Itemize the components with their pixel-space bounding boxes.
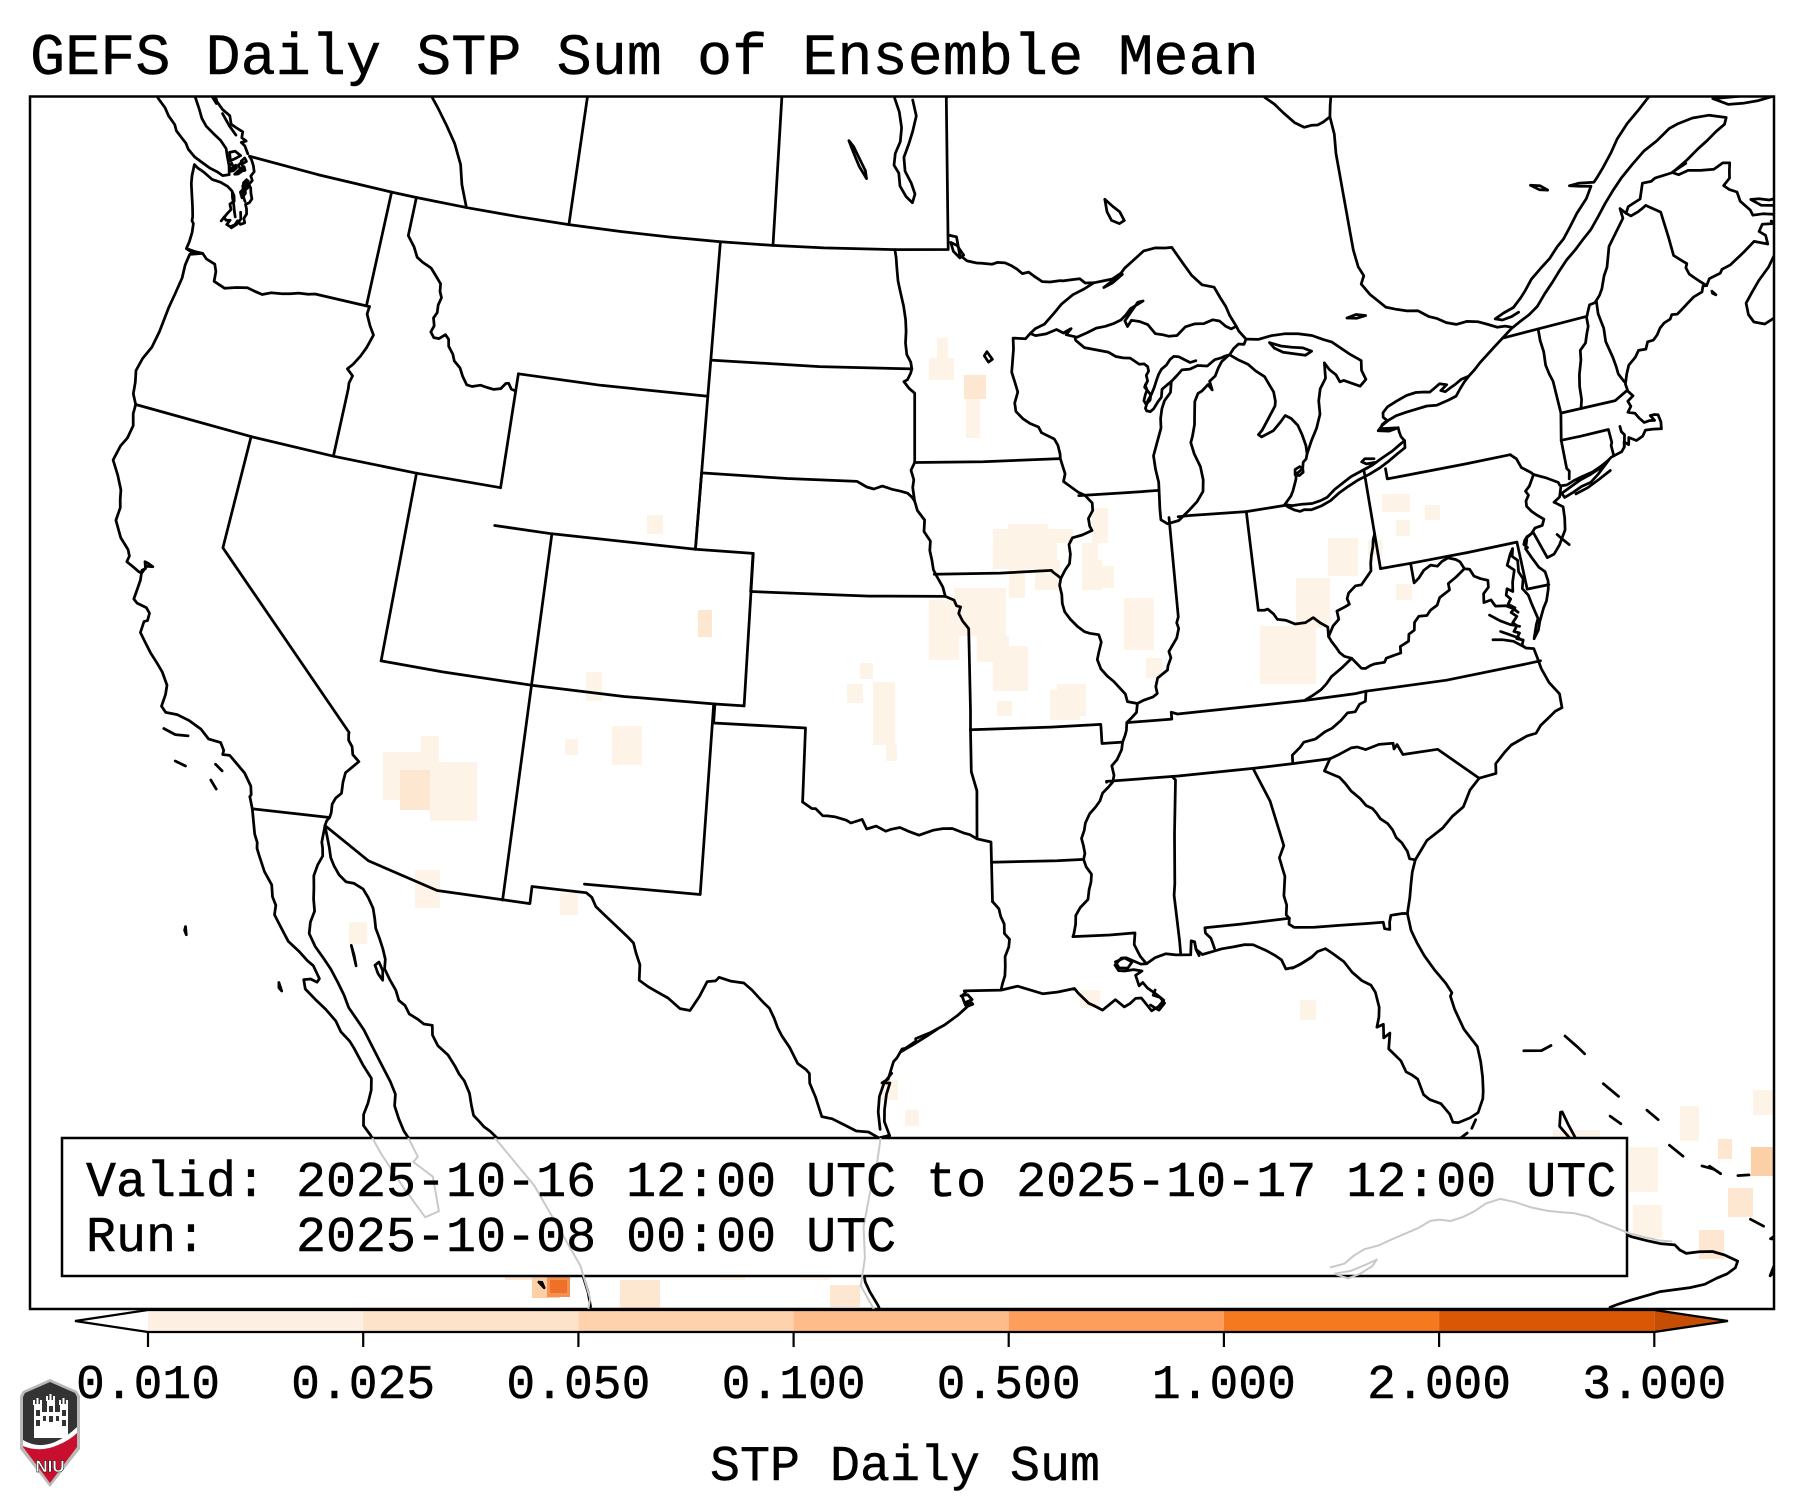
svg-text:1.000: 1.000 [1152, 1359, 1296, 1413]
svg-text:0.050: 0.050 [506, 1359, 650, 1413]
svg-text:0.500: 0.500 [937, 1359, 1081, 1413]
svg-text:NIU: NIU [35, 1457, 64, 1476]
svg-text:Run: 2025-10-08 00:00 UTC: Run: 2025-10-08 00:00 UTC [86, 1210, 896, 1267]
svg-text:GEFS Daily STP Sum of Ensemble: GEFS Daily STP Sum of Ensemble Mean [30, 25, 1259, 92]
svg-text:Valid: 2025-10-16 12:00 UTC to: Valid: 2025-10-16 12:00 UTC to 2025-10-1… [86, 1155, 1616, 1212]
svg-text:0.010: 0.010 [76, 1359, 220, 1413]
svg-text:STP Daily Sum: STP Daily Sum [710, 1439, 1100, 1496]
svg-text:0.025: 0.025 [291, 1359, 435, 1413]
svg-text:2.000: 2.000 [1367, 1359, 1511, 1413]
svg-text:3.000: 3.000 [1582, 1359, 1726, 1413]
svg-text:0.100: 0.100 [722, 1359, 866, 1413]
